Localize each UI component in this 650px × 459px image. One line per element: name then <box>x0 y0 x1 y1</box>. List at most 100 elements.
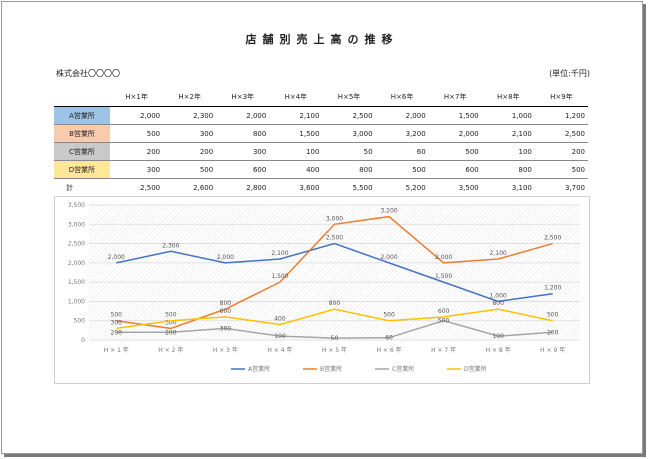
total-cell: 2,500 <box>110 178 164 197</box>
chart-svg: 0 500 1,000 1,500 2,000 2,500 3,000 3,500 H × 1 … <box>68 202 580 373</box>
table-cell: 3,000 <box>322 124 376 143</box>
column-header: H×2年 <box>163 88 217 107</box>
data-label: 1,000 <box>490 292 507 299</box>
total-cell: 2,800 <box>216 178 270 197</box>
series-line <box>116 319 553 339</box>
column-header: H×3年 <box>216 88 270 107</box>
data-label: 500 <box>383 312 395 319</box>
data-label: 2,100 <box>271 250 288 257</box>
table-cell: 800 <box>322 160 376 179</box>
data-label: 1,200 <box>544 285 561 292</box>
data-label: 100 <box>274 333 286 340</box>
data-label: 200 <box>111 329 123 336</box>
table-header-row: H×1年 H×2年 H×3年 H×4年 H×5年 H×6年 H×7年 H×8年 H×9年 <box>54 88 588 107</box>
table-cell: 50 <box>322 142 376 161</box>
table-cell: 600 <box>428 160 482 179</box>
data-label: 500 <box>111 312 123 319</box>
table-cell: 1,500 <box>269 124 323 143</box>
table-cell: 1,500 <box>428 106 482 125</box>
table-cell: 2,500 <box>322 106 376 125</box>
x-tick-label: H × 8 年 <box>486 346 511 354</box>
x-tick-label: H × 1 年 <box>104 346 129 354</box>
data-label: 800 <box>329 300 341 307</box>
column-header: H×4年 <box>269 88 323 107</box>
table-cell: 1,000 <box>481 106 535 125</box>
column-header: H×7年 <box>428 88 482 107</box>
table-cell: 800 <box>216 124 270 143</box>
table-cell: 100 <box>481 142 535 161</box>
y-tick-label: 1,500 <box>68 279 85 286</box>
data-label: 300 <box>220 325 232 332</box>
data-label: 800 <box>220 300 232 307</box>
table-cell: 2,100 <box>269 106 323 125</box>
data-label: 600 <box>438 308 450 315</box>
data-label: 300 <box>111 319 123 326</box>
y-tick-label: 1,000 <box>68 298 85 305</box>
column-header: H×8年 <box>481 88 535 107</box>
data-label: 2,000 <box>380 254 397 261</box>
row-label: D営業所 <box>54 160 110 179</box>
y-tick-label: 2,000 <box>68 260 85 267</box>
legend-label: D営業所 <box>464 365 487 373</box>
company-name: 株式会社〇〇〇〇 <box>56 69 120 78</box>
table-cell: 2,000 <box>375 106 429 125</box>
table-cell: 200 <box>110 142 164 161</box>
total-cell: 3,700 <box>534 178 588 197</box>
unit-label: (単位:千円) <box>549 69 590 78</box>
data-label: 500 <box>547 312 559 319</box>
table-cell: 600 <box>216 160 270 179</box>
x-tick-label: H × 7 年 <box>431 346 456 354</box>
table-row: D営業所 300 500 600 400 800 500 600 800 500 <box>54 160 588 179</box>
row-label: C営業所 <box>54 142 110 161</box>
legend-label: B営業所 <box>320 365 342 373</box>
total-cell: 5,200 <box>375 178 429 197</box>
legend-label: C営業所 <box>392 365 414 373</box>
table-cell: 60 <box>375 142 429 161</box>
table-cell: 200 <box>163 142 217 161</box>
table-cell: 2,000 <box>428 124 482 143</box>
table-row: C営業所 200 200 300 100 50 60 500 100 200 <box>54 142 588 161</box>
data-label: 500 <box>438 318 450 325</box>
page-title: 店舗別売上高の推移 <box>245 33 399 46</box>
data-label: 60 <box>385 335 393 342</box>
table-cell: 2,300 <box>163 106 217 125</box>
table-cell: 300 <box>163 124 217 143</box>
data-label: 2,500 <box>544 235 561 242</box>
table-cell: 800 <box>481 160 535 179</box>
series-line <box>116 242 553 303</box>
legend-label: A営業所 <box>248 365 270 373</box>
table-corner-cell <box>54 88 110 107</box>
x-tick-label: H × 4 年 <box>267 346 292 354</box>
data-label: 100 <box>492 333 504 340</box>
table-cell: 500 <box>428 142 482 161</box>
table-cell: 1,200 <box>534 106 588 125</box>
table-cell: 400 <box>269 160 323 179</box>
table-cell: 500 <box>534 160 588 179</box>
total-cell: 3,500 <box>428 178 482 197</box>
sales-table: H×1年 H×2年 H×3年 H×4年 H×5年 H×6年 H×7年 H×8年 H×9年 A営業… <box>54 88 588 197</box>
y-tick-label: 500 <box>74 318 86 325</box>
table-cell: 2,000 <box>216 106 270 125</box>
table-cell: 500 <box>375 160 429 179</box>
total-cell: 5,500 <box>322 178 376 197</box>
table-cell: 300 <box>216 142 270 161</box>
y-tick-label: 0 <box>81 337 85 344</box>
total-cell: 3,100 <box>481 178 535 197</box>
plot-area <box>89 205 580 340</box>
data-label: 500 <box>165 312 177 319</box>
total-label: 計 <box>54 178 110 197</box>
table-cell: 100 <box>269 142 323 161</box>
data-label: 2,000 <box>108 254 125 261</box>
y-tick-label: 3,500 <box>68 202 85 209</box>
y-tick-label: 3,000 <box>68 221 85 228</box>
table-cell: 3,200 <box>375 124 429 143</box>
y-tick-label: 2,500 <box>68 241 85 248</box>
row-label: A営業所 <box>54 106 110 125</box>
table-row: B営業所 500 300 800 1,500 3,000 3,200 2,000 2,100 2,… <box>54 124 588 143</box>
table-cell: 500 <box>110 124 164 143</box>
data-label: 50 <box>331 335 339 342</box>
column-header: H×1年 <box>110 88 164 107</box>
data-label: 600 <box>220 308 232 315</box>
data-label: 2,000 <box>435 254 452 261</box>
table-cell: 500 <box>163 160 217 179</box>
